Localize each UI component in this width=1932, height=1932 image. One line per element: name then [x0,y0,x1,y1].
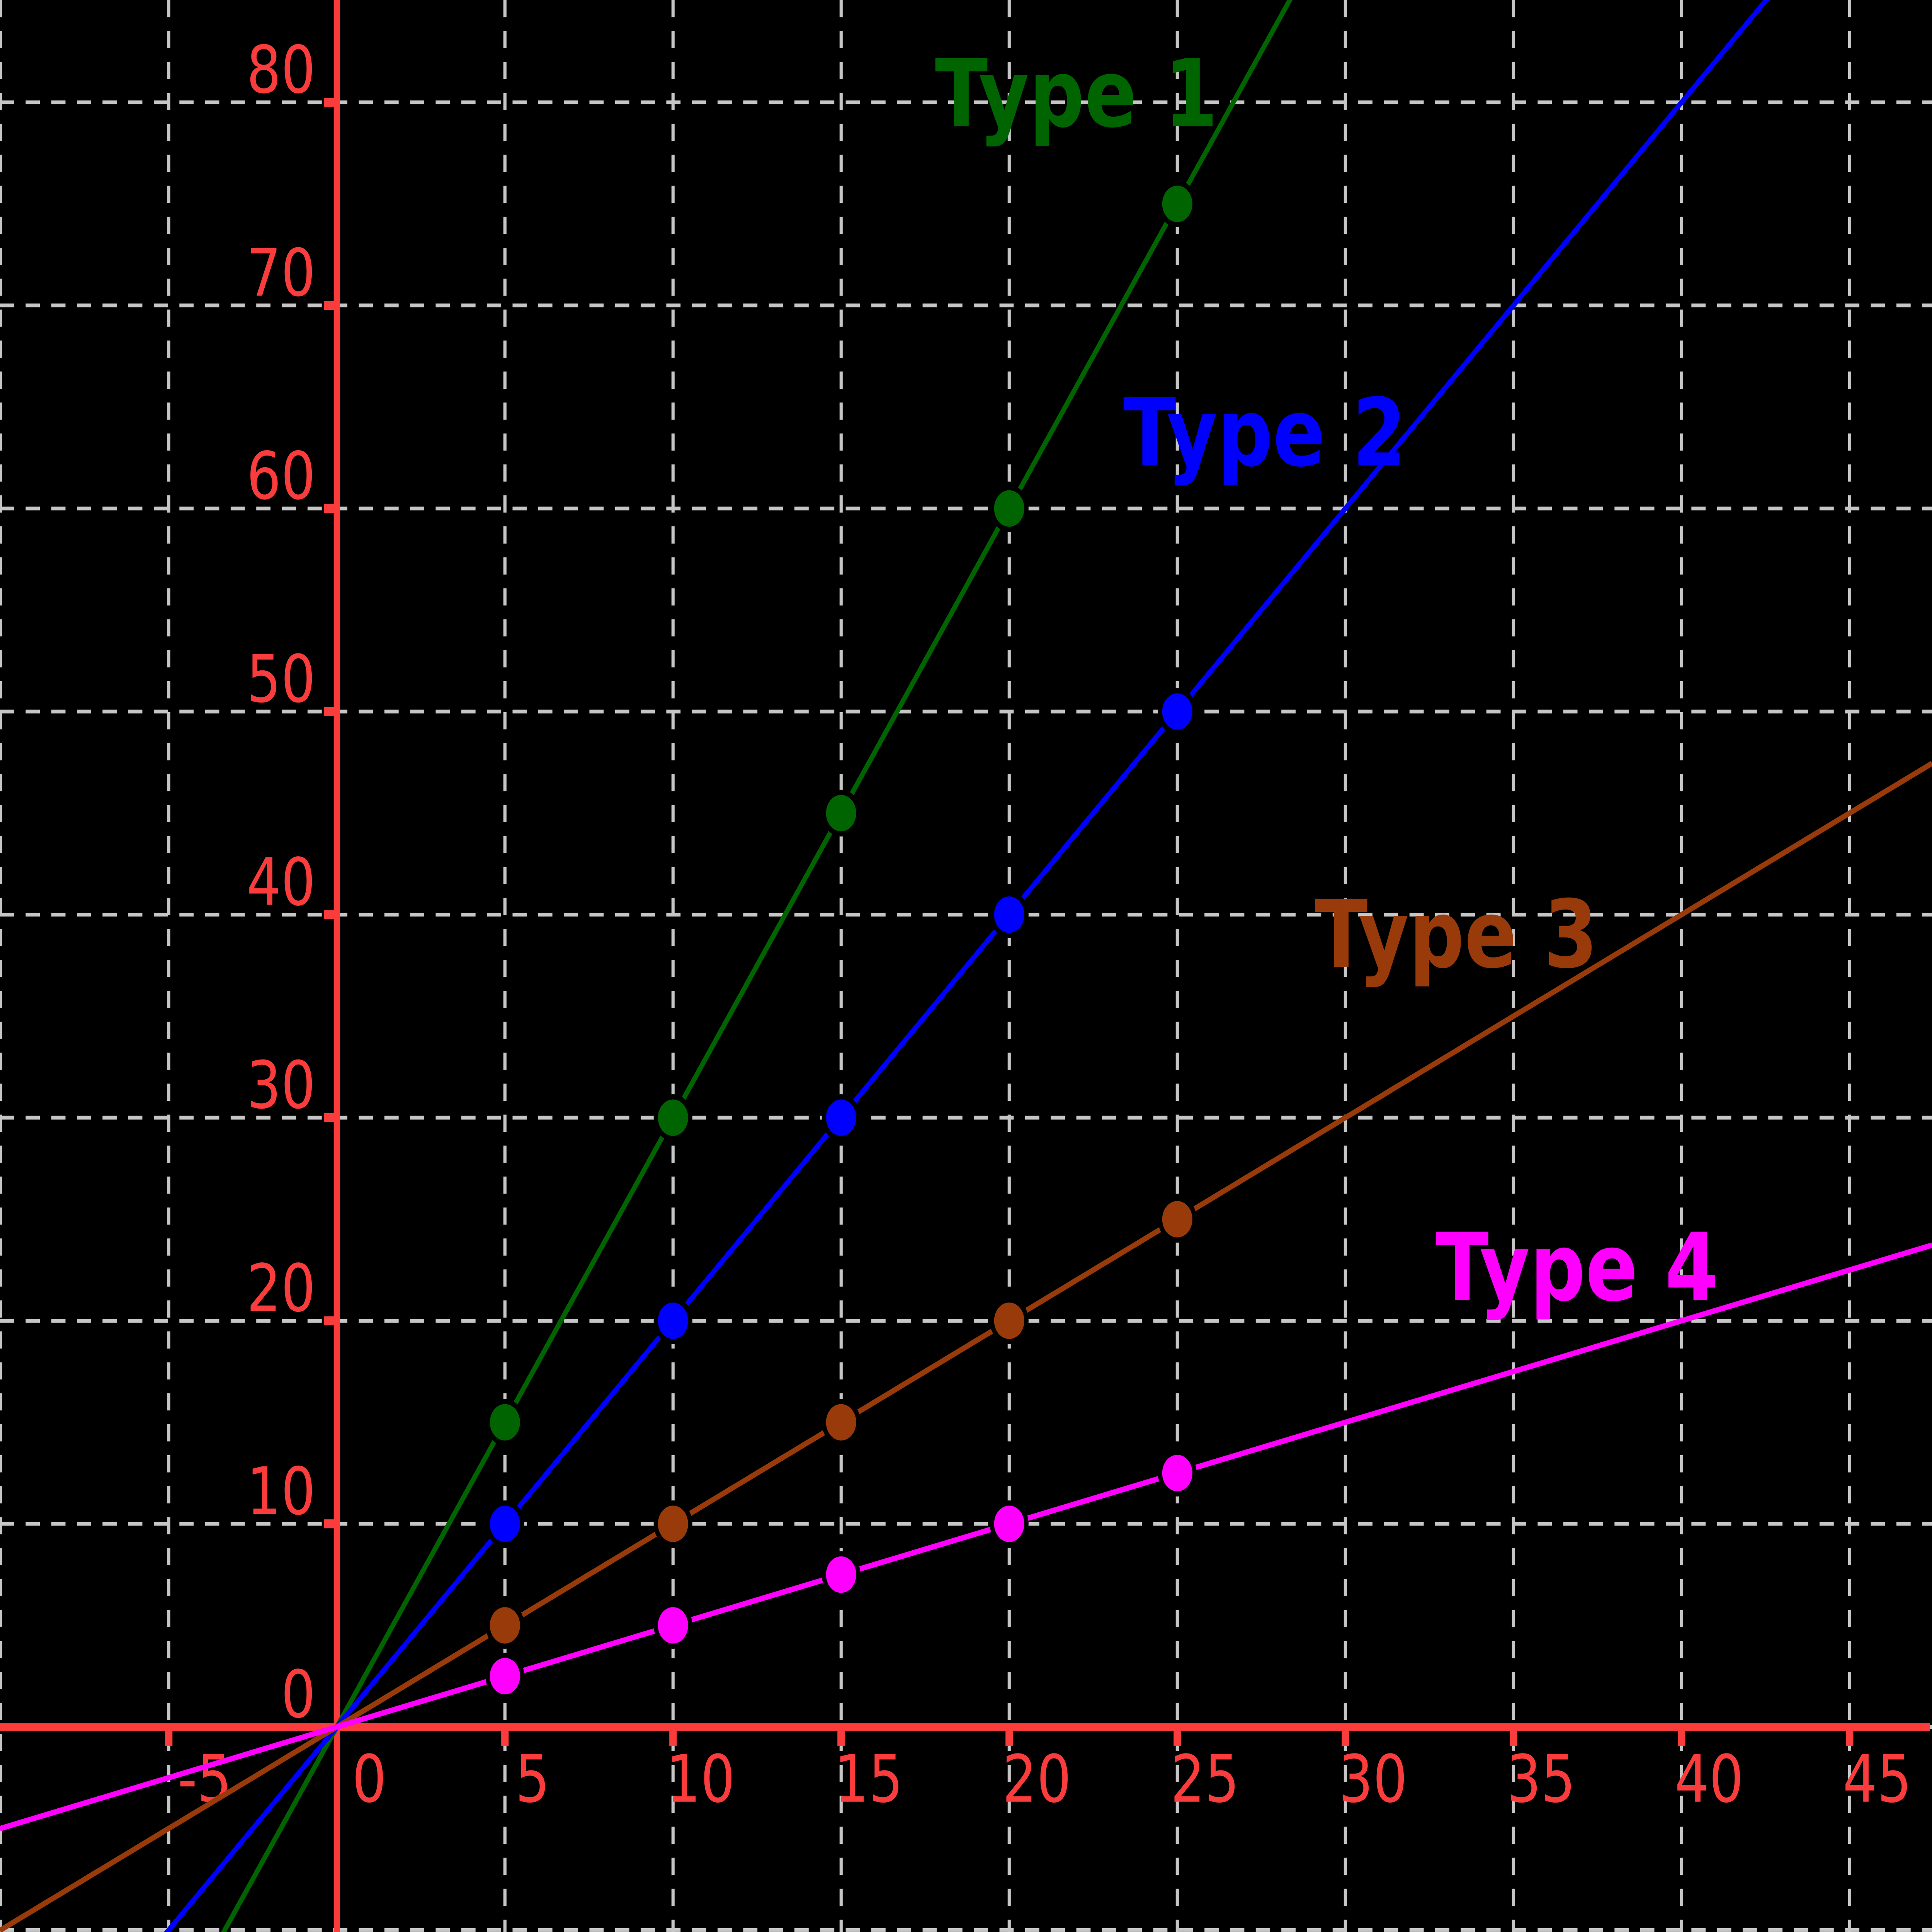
y-tick-label-40: 40 [247,844,315,920]
series-label-type-3: Type 3 [1315,881,1598,989]
x-tick-label-35: 35 [1507,1741,1575,1817]
marker-type-4-0 [490,1658,520,1695]
marker-type-3-3 [994,1302,1024,1339]
marker-type-2-0 [490,1505,520,1542]
marker-type-2-4 [1162,693,1192,730]
y-tick-label-30: 30 [247,1047,315,1123]
x-tick-label-30: 30 [1338,1741,1407,1817]
marker-type-1-2 [826,795,856,832]
x-tick-label-20: 20 [1002,1741,1071,1817]
marker-type-1-0 [490,1404,520,1441]
marker-type-2-2 [826,1099,856,1136]
marker-type-3-1 [658,1505,688,1542]
marker-type-1-4 [1162,185,1192,222]
x-tick-label-10: 10 [666,1741,735,1817]
x-tick-label-5: 5 [515,1741,550,1817]
marker-type-3-2 [826,1404,856,1441]
marker-type-2-3 [994,896,1024,933]
x-tick-label-40: 40 [1675,1741,1743,1817]
series-label-type-1: Type 1 [935,40,1218,148]
marker-type-1-3 [994,490,1024,527]
x-tick-label-45: 45 [1843,1741,1912,1817]
marker-type-4-3 [994,1505,1024,1542]
marker-type-3-4 [1162,1201,1192,1238]
series-line-type-3 [0,761,1932,1932]
x-tick-label-25: 25 [1170,1741,1239,1817]
series-label-type-2: Type 2 [1123,379,1406,488]
marker-type-3-0 [490,1607,520,1644]
y-tick-label-70: 70 [247,235,315,311]
marker-type-4-1 [658,1607,688,1644]
marker-type-4-4 [1162,1455,1192,1492]
y-tick-label-80: 80 [247,32,315,108]
y-tick-label-50: 50 [247,641,315,717]
series-label-type-4: Type 4 [1436,1214,1719,1322]
y-tick-label-60: 60 [247,438,315,514]
y-tick-label-0: 0 [281,1656,315,1733]
x-tick-label-15: 15 [834,1741,903,1817]
y-tick-label-20: 20 [247,1250,315,1327]
x-tick-label-0: 0 [352,1741,386,1817]
series-line-type-4 [0,1242,1932,1832]
y-tick-label-10: 10 [247,1453,315,1529]
marker-type-2-1 [658,1302,688,1339]
marker-type-4-2 [826,1556,856,1593]
marker-type-1-1 [658,1099,688,1136]
